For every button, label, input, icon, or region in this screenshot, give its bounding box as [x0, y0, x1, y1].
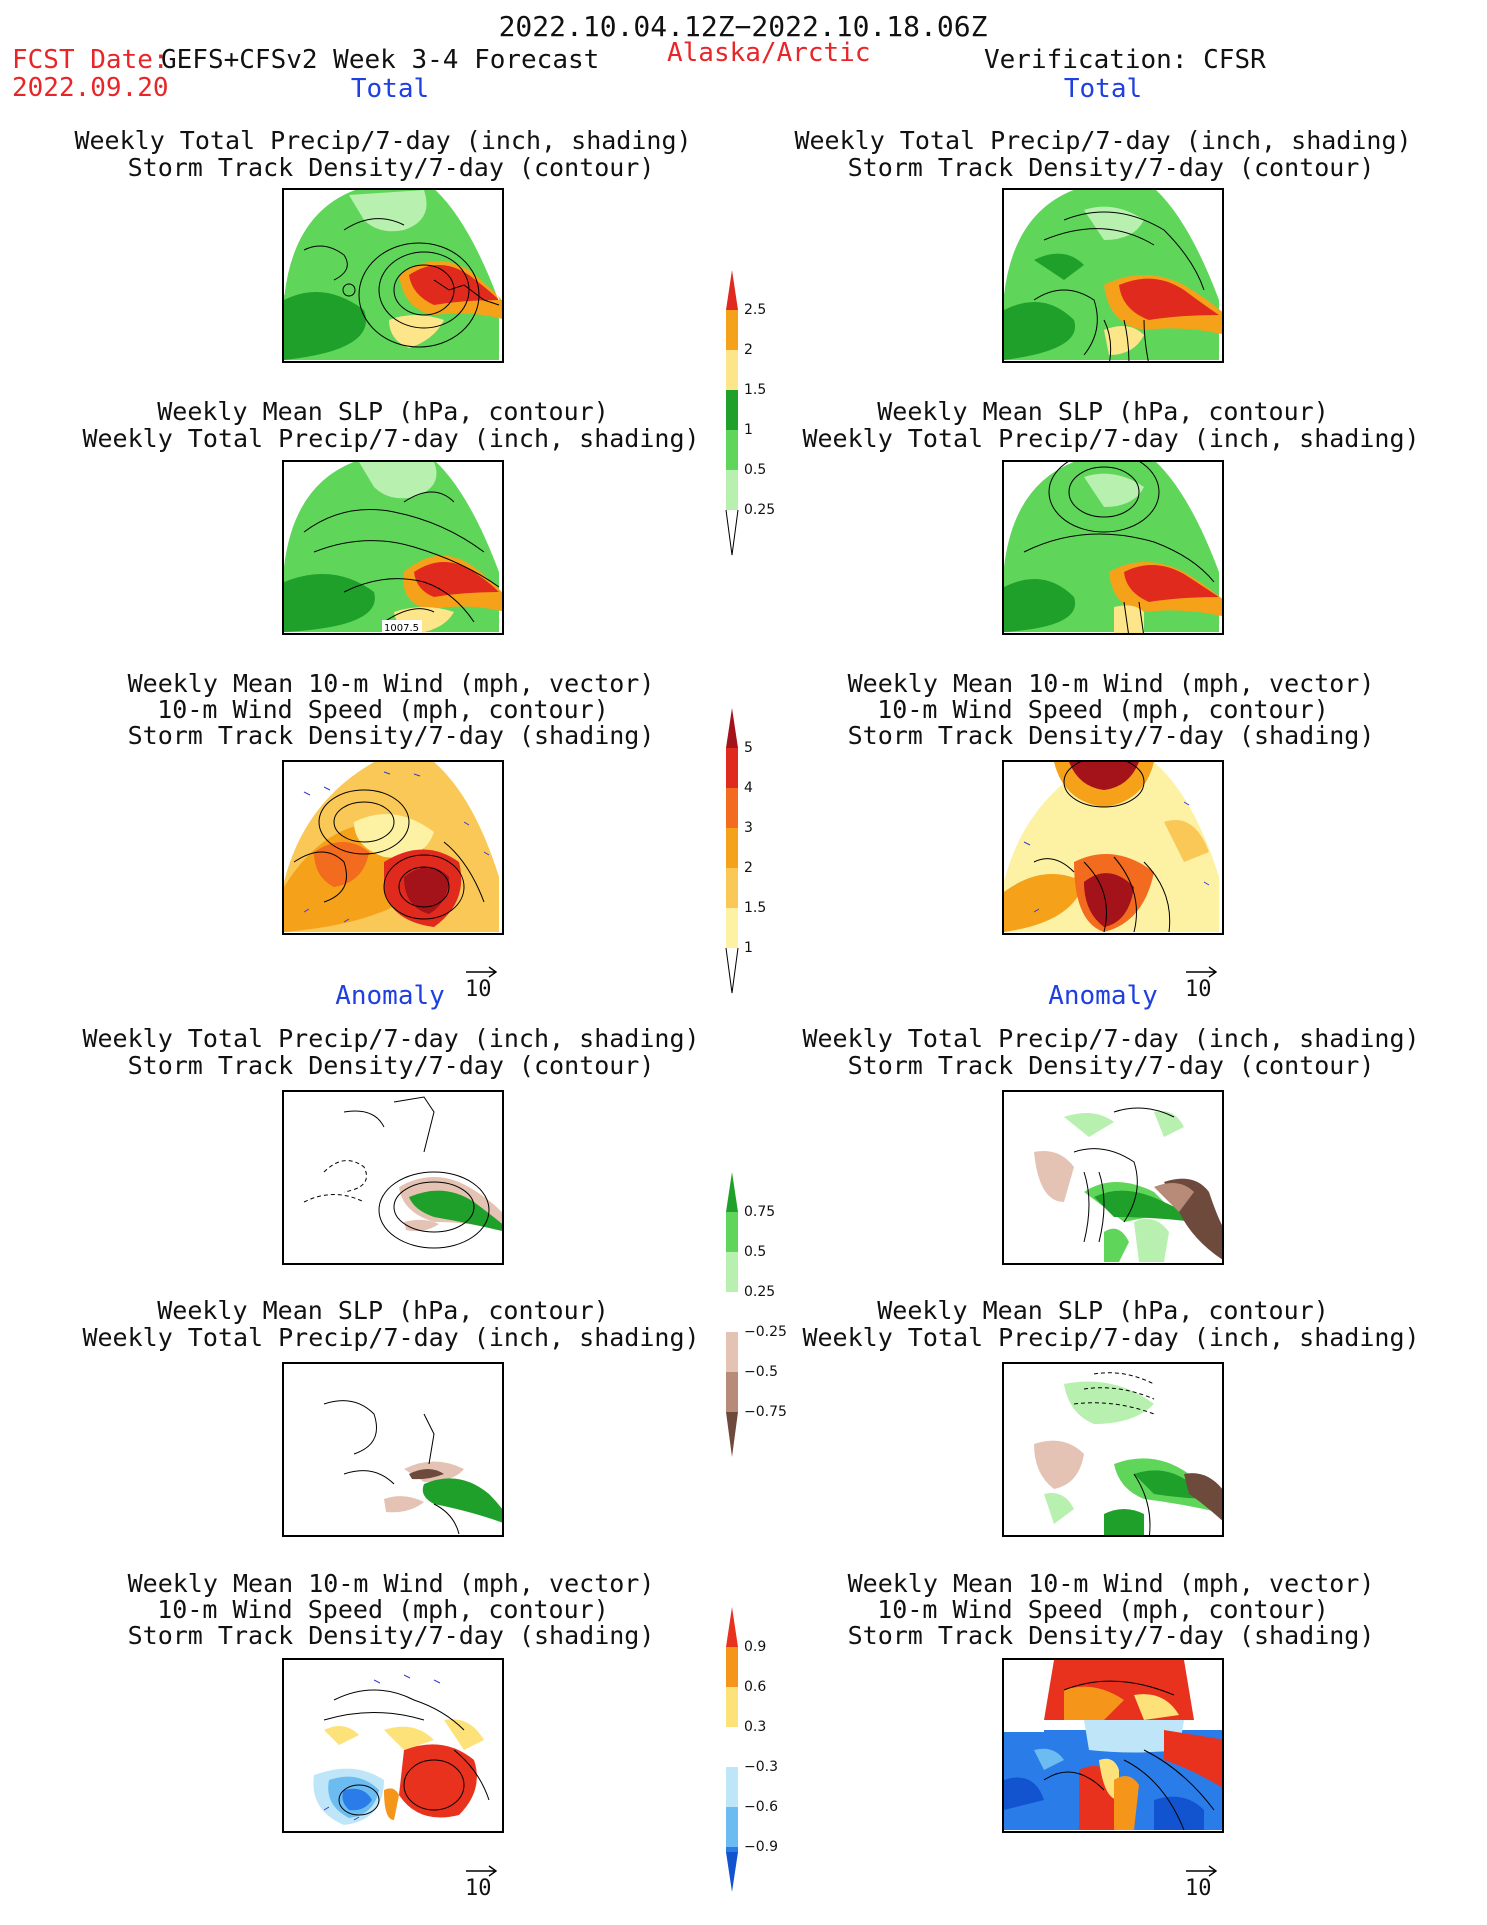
colorbar-label: 1.5: [744, 382, 767, 398]
title-l6a: Weekly Mean 10-m Wind (mph, vector): [127, 1569, 655, 1598]
title-r4a: Weekly Total Precip/7-day (inch, shading…: [802, 1024, 1420, 1053]
map-forecast-anomaly-wind-storm: [282, 1658, 504, 1833]
title-r3c: Storm Track Density/7-day (shading): [847, 721, 1375, 750]
section-total-right: Total: [1063, 74, 1143, 104]
title-l2b: Weekly Total Precip/7-day (inch, shading…: [82, 424, 700, 453]
title-l1a: Weekly Total Precip/7-day (inch, shading…: [74, 126, 692, 155]
title-l3b: 10-m Wind Speed (mph, contour): [157, 695, 609, 724]
colorbar-label: −0.9: [744, 1839, 778, 1855]
title-r4b: Storm Track Density/7-day (contour): [847, 1051, 1375, 1080]
colorbar-label: 2: [744, 860, 753, 876]
slp-contour-label: 1007.5: [384, 623, 419, 634]
colorbar-precip-anomaly: 0.75 0.5 0.25 −0.25 −0.5 −0.75: [722, 1172, 787, 1462]
map-forecast-total-slp-precip: 1007.5: [282, 460, 504, 635]
colorbar-storm-anomaly: 0.9 0.6 0.3 −0.3 −0.6 −0.9: [722, 1607, 778, 1897]
title-r3a: Weekly Mean 10-m Wind (mph, vector): [847, 669, 1375, 698]
title-r6b: 10-m Wind Speed (mph, contour): [877, 1595, 1329, 1624]
vector-ref-label-r6: 10: [1185, 1876, 1212, 1901]
vector-ref-r6: [1185, 1862, 1219, 1881]
colorbar-label: 0.6: [744, 1679, 767, 1695]
map-forecast-total-wind-storm: [282, 760, 504, 935]
colorbar-label: 1.5: [744, 900, 767, 916]
colorbar-label: −0.3: [744, 1759, 778, 1775]
title-l2a: Weekly Mean SLP (hPa, contour): [157, 397, 609, 426]
map-verification-anomaly-precip-storm: [1002, 1090, 1224, 1265]
colorbar-label: 5: [744, 740, 753, 756]
map-verification-total-slp-precip: [1002, 460, 1224, 635]
title-l3a: Weekly Mean 10-m Wind (mph, vector): [127, 669, 655, 698]
colorbar-label: 2.5: [744, 302, 767, 318]
colorbar-label: 0.75: [744, 1204, 776, 1220]
fcst-date-value: 2022.09.20: [12, 73, 169, 103]
period-title: 2022.10.04.12Z−2022.10.18.06Z: [498, 10, 988, 43]
colorbar-label: 2: [744, 342, 753, 358]
colorbar-label: 1: [744, 422, 753, 438]
colorbar-label: 1: [744, 940, 753, 956]
forecast-model-label: GEFS+CFSv2 Week 3-4 Forecast: [161, 45, 600, 75]
colorbar-label: 0.5: [744, 1244, 767, 1260]
map-verification-anomaly-wind-storm: [1002, 1658, 1224, 1833]
colorbar-storm-total: 5 4 3 2 1.5 1: [722, 708, 766, 998]
title-r1a: Weekly Total Precip/7-day (inch, shading…: [794, 126, 1412, 155]
title-r2b: Weekly Total Precip/7-day (inch, shading…: [802, 424, 1420, 453]
vector-ref-r3: [1185, 963, 1219, 982]
colorbar-label: −0.5: [744, 1364, 778, 1380]
colorbar-label: 0.25: [744, 502, 776, 518]
title-r1b: Storm Track Density/7-day (contour): [847, 153, 1375, 182]
section-anomaly-right: Anomaly: [1048, 981, 1158, 1011]
colorbar-precip-total: 2.5 2 1.5 1 0.5 0.25: [722, 270, 775, 560]
title-l6c: Storm Track Density/7-day (shading): [127, 1621, 655, 1650]
colorbar-label: 0.25: [744, 1284, 776, 1300]
vector-ref-label-l6: 10: [465, 1876, 492, 1901]
title-r2a: Weekly Mean SLP (hPa, contour): [877, 397, 1329, 426]
vector-ref-label-r3: 10: [1185, 977, 1212, 1002]
title-l5a: Weekly Mean SLP (hPa, contour): [157, 1296, 609, 1325]
map-verification-total-precip-storm: [1002, 188, 1224, 363]
title-l3c: Storm Track Density/7-day (shading): [127, 721, 655, 750]
colorbar-label: −0.6: [744, 1799, 778, 1815]
title-r6a: Weekly Mean 10-m Wind (mph, vector): [847, 1569, 1375, 1598]
verification-label: Verification: CFSR: [984, 45, 1266, 75]
colorbar-label: −0.25: [744, 1324, 787, 1340]
vector-ref-l6: [465, 1862, 499, 1881]
map-forecast-anomaly-slp-precip: [282, 1362, 504, 1537]
title-l4a: Weekly Total Precip/7-day (inch, shading…: [82, 1024, 700, 1053]
title-r3b: 10-m Wind Speed (mph, contour): [877, 695, 1329, 724]
colorbar-label: 3: [744, 820, 753, 836]
colorbar-label: 0.9: [744, 1639, 767, 1655]
vector-ref-label-l3: 10: [465, 977, 492, 1002]
title-l4b: Storm Track Density/7-day (contour): [127, 1051, 655, 1080]
title-l6b: 10-m Wind Speed (mph, contour): [157, 1595, 609, 1624]
region-label: Alaska/Arctic: [667, 38, 871, 68]
vector-ref-l3: [465, 963, 499, 982]
colorbar-label: −0.75: [744, 1404, 787, 1420]
map-verification-total-wind-storm: [1002, 760, 1224, 935]
fcst-date-label: FCST Date:: [12, 45, 169, 75]
colorbar-label: 4: [744, 780, 753, 796]
section-anomaly-left: Anomaly: [335, 981, 445, 1011]
map-verification-anomaly-slp-precip: [1002, 1362, 1224, 1537]
map-forecast-anomaly-precip-storm: [282, 1090, 504, 1265]
title-l1b: Storm Track Density/7-day (contour): [127, 153, 655, 182]
title-r5a: Weekly Mean SLP (hPa, contour): [877, 1296, 1329, 1325]
colorbar-label: 0.5: [744, 462, 767, 478]
colorbar-label: 0.3: [744, 1719, 767, 1735]
title-r5b: Weekly Total Precip/7-day (inch, shading…: [802, 1323, 1420, 1352]
title-r6c: Storm Track Density/7-day (shading): [847, 1621, 1375, 1650]
section-total-left: Total: [350, 74, 430, 104]
map-forecast-total-precip-storm: [282, 188, 504, 363]
title-l5b: Weekly Total Precip/7-day (inch, shading…: [82, 1323, 700, 1352]
